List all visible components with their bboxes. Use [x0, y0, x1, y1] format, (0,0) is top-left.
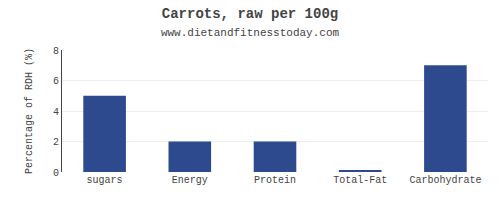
svg-text:Percentage of RDH (%): Percentage of RDH (%)	[24, 48, 35, 174]
svg-text:4: 4	[53, 107, 59, 118]
svg-text:0: 0	[53, 168, 59, 179]
svg-text:2: 2	[53, 137, 59, 148]
svg-text:Carbohydrate: Carbohydrate	[409, 175, 481, 186]
svg-text:Carrots, raw per 100gwww.dieta: Carrots, raw per 100gwww.dietandfitnesst…	[161, 6, 340, 39]
svg-text:Energy: Energy	[172, 175, 208, 186]
svg-text:8: 8	[53, 46, 59, 57]
svg-text:6: 6	[53, 76, 59, 87]
svg-text:sugars: sugars	[87, 175, 123, 186]
svg-text:Protein: Protein	[254, 175, 296, 186]
svg-text:Total-Fat: Total-Fat	[333, 175, 387, 186]
